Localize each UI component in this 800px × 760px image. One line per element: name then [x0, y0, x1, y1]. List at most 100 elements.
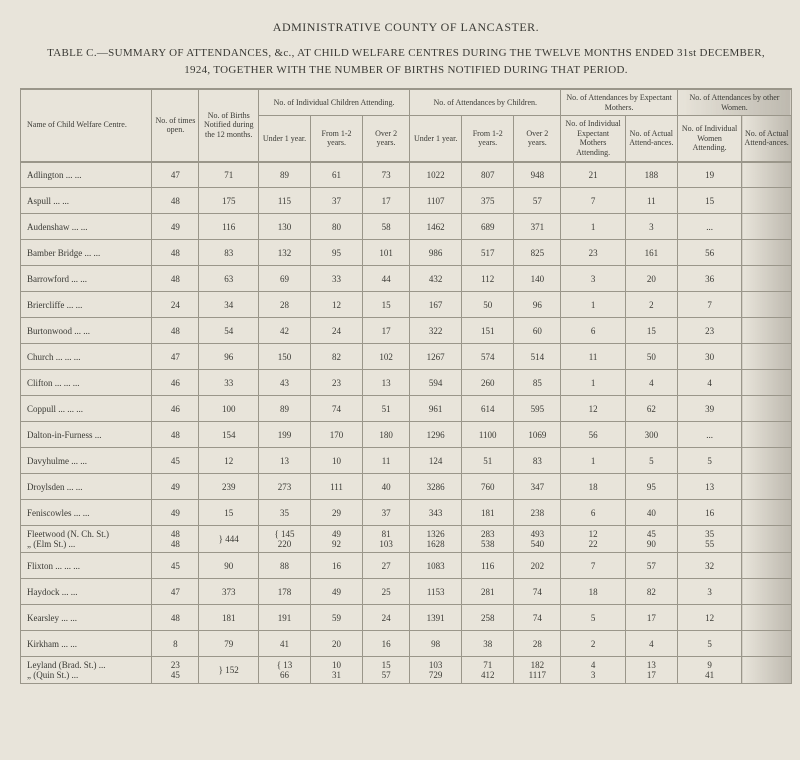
value-cell: 1: [561, 214, 625, 240]
value-cell: 116: [199, 214, 258, 240]
value-cell: 1296: [410, 422, 462, 448]
value-cell: 2: [625, 292, 677, 318]
centre-name-cell: Audenshaw ... ...: [21, 214, 152, 240]
value-cell: 116: [462, 553, 514, 579]
value-cell: 62: [625, 396, 677, 422]
col-under1: Under 1 year.: [258, 116, 310, 162]
centre-name-cell: Flixton ... ... ...: [21, 553, 152, 579]
value-cell: 33: [199, 370, 258, 396]
main-title: ADMINISTRATIVE COUNTY OF LANCASTER.: [20, 20, 792, 35]
col-from12: From 1-2 years.: [311, 116, 363, 162]
value-cell: 13 17: [625, 657, 677, 684]
col-over2: Over 2 years.: [363, 116, 410, 162]
value-cell: 100: [199, 396, 258, 422]
table-header: Name of Child Welfare Centre. No. of tim…: [21, 89, 792, 162]
centre-name-cell: Kirkham ... ...: [21, 631, 152, 657]
col-a-over2: Over 2 years.: [514, 116, 561, 162]
value-cell: 80: [311, 214, 363, 240]
value-cell: 48: [152, 240, 199, 266]
table-row: Kearsley ... ...481811915924139125874517…: [21, 605, 792, 631]
value-cell: 51: [363, 396, 410, 422]
value-cell: 432: [410, 266, 462, 292]
value-cell: } 152: [199, 657, 258, 684]
table-row: Aspull ... ...48175115371711073755771115: [21, 188, 792, 214]
value-cell: 44: [363, 266, 410, 292]
value-cell: 1462: [410, 214, 462, 240]
value-cell: 47: [152, 344, 199, 370]
value-cell: 5: [677, 448, 741, 474]
value-cell: 103 729: [410, 657, 462, 684]
value-cell: 79: [199, 631, 258, 657]
value-cell: 130: [258, 214, 310, 240]
value-cell: 57: [514, 188, 561, 214]
value-cell: 39: [677, 396, 741, 422]
value-cell: 273: [258, 474, 310, 500]
value-cell: 38: [462, 631, 514, 657]
value-cell: 37: [311, 188, 363, 214]
value-cell: [742, 214, 792, 240]
value-cell: 1: [561, 292, 625, 318]
value-cell: 63: [199, 266, 258, 292]
value-cell: 517: [462, 240, 514, 266]
value-cell: 986: [410, 240, 462, 266]
col-exp-actual: No. of Actual Attend-ances.: [625, 116, 677, 162]
value-cell: 7: [677, 292, 741, 318]
value-cell: 33: [311, 266, 363, 292]
value-cell: 1326 1628: [410, 526, 462, 553]
col-a-from12: From 1-2 years.: [462, 116, 514, 162]
col-group-other-women: No. of Attendances by other Women.: [677, 89, 791, 116]
centre-name-cell: Dalton-in-Furness ...: [21, 422, 152, 448]
table-row: Droylsden ... ...49239273111403286760347…: [21, 474, 792, 500]
value-cell: 5: [625, 448, 677, 474]
centre-name-cell: Davyhulme ... ...: [21, 448, 152, 474]
value-cell: 124: [410, 448, 462, 474]
value-cell: 6: [561, 318, 625, 344]
value-cell: 81 103: [363, 526, 410, 553]
value-cell: 51: [462, 448, 514, 474]
value-cell: 50: [625, 344, 677, 370]
value-cell: 10: [311, 448, 363, 474]
value-cell: 182 1117: [514, 657, 561, 684]
value-cell: 281: [462, 579, 514, 605]
value-cell: 46: [152, 396, 199, 422]
value-cell: 175: [199, 188, 258, 214]
table-row: Leyland (Brad. St.) ... „ (Quin St.) ...…: [21, 657, 792, 684]
value-cell: { 13 66: [258, 657, 310, 684]
value-cell: 74: [514, 605, 561, 631]
value-cell: 760: [462, 474, 514, 500]
value-cell: [742, 526, 792, 553]
table-row: Feniscowles ... ...491535293734318123864…: [21, 500, 792, 526]
table-row: Briercliffe ... ...24342812151675096127: [21, 292, 792, 318]
value-cell: 4 3: [561, 657, 625, 684]
centre-name-cell: Aspull ... ...: [21, 188, 152, 214]
value-cell: 96: [514, 292, 561, 318]
value-cell: 37: [363, 500, 410, 526]
value-cell: 21: [561, 162, 625, 188]
value-cell: 34: [199, 292, 258, 318]
value-cell: [742, 266, 792, 292]
value-cell: 50: [462, 292, 514, 318]
value-cell: 49: [311, 579, 363, 605]
value-cell: 82: [311, 344, 363, 370]
col-group-expectant: No. of Attendances by Expectant Mothers.: [561, 89, 677, 116]
value-cell: 101: [363, 240, 410, 266]
value-cell: 188: [625, 162, 677, 188]
value-cell: 36: [677, 266, 741, 292]
value-cell: [742, 318, 792, 344]
value-cell: 283 538: [462, 526, 514, 553]
value-cell: 90: [199, 553, 258, 579]
value-cell: 13: [677, 474, 741, 500]
value-cell: 23 45: [152, 657, 199, 684]
value-cell: 49: [152, 214, 199, 240]
value-cell: 61: [311, 162, 363, 188]
value-cell: 45: [152, 448, 199, 474]
table-row: Clifton ... ... ...463343231359426085144: [21, 370, 792, 396]
value-cell: 48: [152, 266, 199, 292]
value-cell: 60: [514, 318, 561, 344]
value-cell: 4: [677, 370, 741, 396]
table-row: Flixton ... ... ...459088162710831162027…: [21, 553, 792, 579]
value-cell: 260: [462, 370, 514, 396]
attendance-table: Name of Child Welfare Centre. No. of tim…: [20, 88, 792, 684]
value-cell: 69: [258, 266, 310, 292]
value-cell: 8: [152, 631, 199, 657]
